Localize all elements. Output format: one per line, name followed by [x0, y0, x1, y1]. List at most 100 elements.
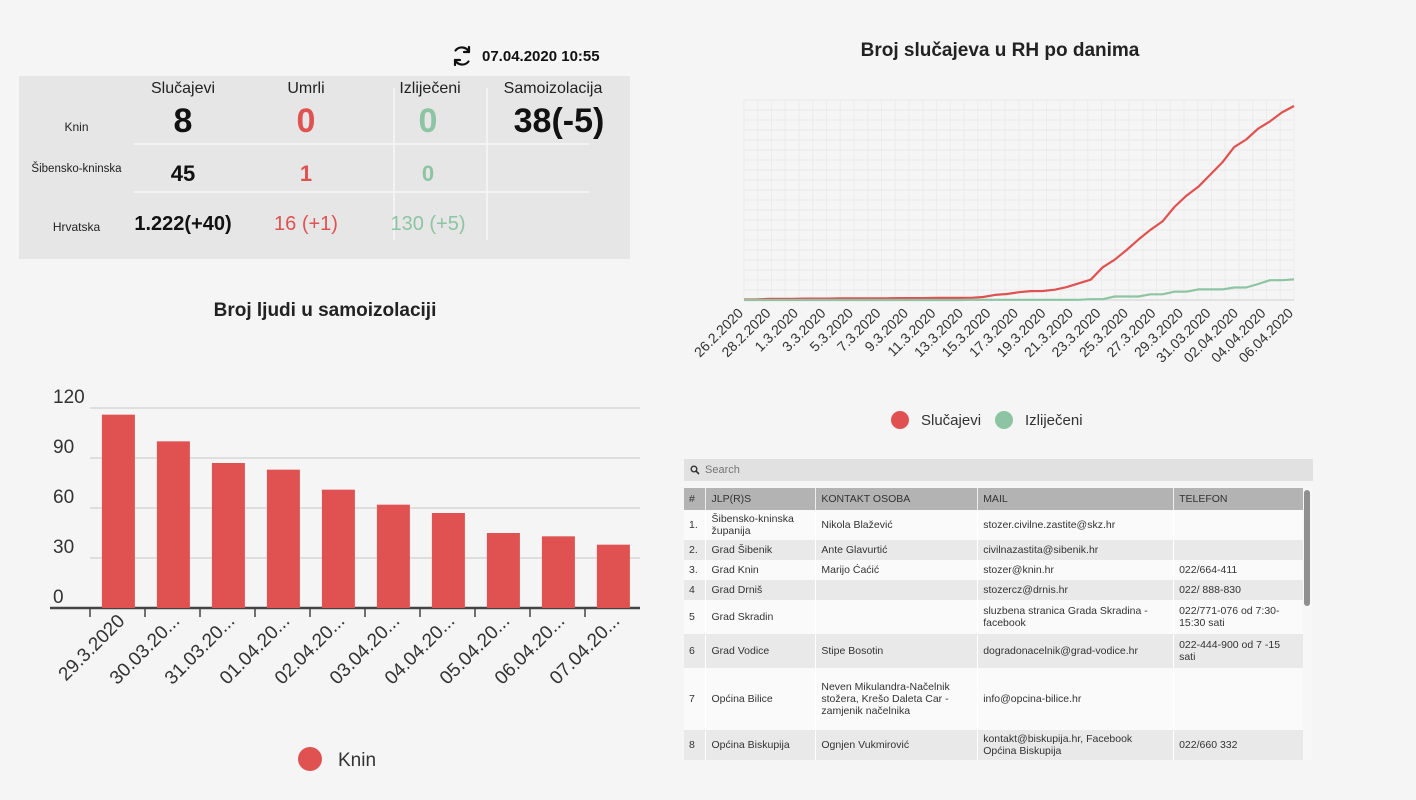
- y-tick-label: 0: [53, 587, 64, 608]
- unit-name: Grad Skradin: [705, 600, 817, 634]
- column-header-phone[interactable]: TELEFON: [1173, 488, 1304, 510]
- bar: [431, 513, 465, 608]
- column-header-mail[interactable]: MAIL: [977, 488, 1175, 510]
- legend-label-recovered: Izliječeni: [1025, 412, 1083, 429]
- bar-chart-title: Broj ljudi u samoizolaciji: [213, 300, 437, 321]
- mail: stozer@knin.hr: [977, 560, 1175, 580]
- scrollbar-thumb[interactable]: [1304, 490, 1310, 606]
- phone: 022/664-411: [1173, 560, 1304, 580]
- y-tick-label: 90: [53, 437, 74, 458]
- refresh-icon[interactable]: [450, 44, 474, 68]
- legend-label-knin: Knin: [338, 750, 376, 771]
- croatia-cases: 1.222(+40): [134, 213, 232, 235]
- knin-recovered: 0: [418, 102, 438, 140]
- croatia-recovered: 130 (+5): [390, 213, 466, 235]
- unit-name: Grad Šibenik: [705, 540, 817, 560]
- bar: [156, 441, 190, 608]
- row-number: 6: [684, 634, 707, 668]
- county-recovered: 0: [421, 161, 435, 186]
- header-cases: Slučajevi: [150, 80, 216, 97]
- bar: [266, 469, 300, 608]
- phone: [1173, 668, 1304, 730]
- series-line-recovered: [744, 278, 1295, 302]
- mail: sluzbena stranica Grada Skradina - faceb…: [977, 600, 1175, 634]
- legend-swatch-cases: [891, 411, 909, 429]
- unit-name: Šibensko-kninska županija: [705, 510, 817, 540]
- bar-chart: 030609012029.3.202030.03.20...31.03.20..…: [50, 387, 640, 771]
- mail: civilnazastita@sibenik.hr: [977, 540, 1175, 560]
- scrollbar-track[interactable]: [1303, 488, 1312, 760]
- table-row[interactable]: 6 Grad Vodice Stipe Bosotin dogradonacelnik…: [684, 634, 1304, 668]
- county-deaths: 1: [299, 161, 313, 186]
- row-label-knin: Knin: [64, 120, 89, 134]
- contact-person: Nikola Blažević: [815, 510, 979, 540]
- divider: [134, 143, 589, 145]
- mail: dogradonacelnik@grad-vodice.hr: [977, 634, 1175, 668]
- knin-deaths: 0: [296, 102, 316, 140]
- contacts-table: # JLP(R)S KONTAKT OSOBA MAIL TELEFON 1. Š…: [684, 488, 1304, 760]
- row-label-croatia: Hrvatska: [52, 220, 101, 234]
- divider: [486, 88, 488, 240]
- search-input[interactable]: [705, 464, 1265, 476]
- legend-label-cases: Slučajevi: [921, 412, 981, 429]
- phone: [1173, 540, 1304, 560]
- line-chart-title: Broj slučajeva u RH po danima: [860, 40, 1140, 61]
- legend-swatch-knin: [298, 747, 322, 771]
- bar: [211, 463, 245, 608]
- y-tick-label: 120: [53, 387, 85, 408]
- search-icon: [690, 465, 700, 475]
- knin-isolation: 38(-5): [513, 102, 605, 140]
- contacts-table-container: # JLP(R)S KONTAKT OSOBA MAIL TELEFON 1. Š…: [684, 488, 1313, 760]
- y-tick-label: 30: [53, 537, 74, 558]
- row-number: 7: [684, 668, 707, 730]
- column-header-contact[interactable]: KONTAKT OSOBA: [815, 488, 979, 510]
- bar: [321, 489, 355, 608]
- table-row[interactable]: 2. Grad Šibenik Ante Glavurtić civilnazasti…: [684, 540, 1304, 560]
- contact-person: Neven Mikulandra-Načelnik stožera, Krešo…: [815, 668, 979, 730]
- line-chart: 26.2.202028.2.20201.3.20203.3.20205.3.20…: [691, 99, 1296, 429]
- table-row[interactable]: 7 Općina Bilice Neven Mikulandra-Načelnik …: [684, 668, 1304, 730]
- row-label-county: Šibensko-kninska: [31, 163, 122, 175]
- phone: 022-444-900 od 7 -15 sati: [1173, 634, 1304, 668]
- column-header-number[interactable]: #: [684, 488, 707, 510]
- unit-name: Općina Bilice: [705, 668, 817, 730]
- bar: [541, 536, 575, 608]
- knin-cases: 8: [173, 102, 193, 140]
- mail: kontakt@biskupija.hr, Facebook Općina Bi…: [977, 730, 1175, 760]
- row-number: 3.: [684, 560, 707, 580]
- mail: info@opcina-bilice.hr: [977, 668, 1175, 730]
- bar: [596, 544, 630, 608]
- unit-name: Grad Vodice: [705, 634, 817, 668]
- phone: 022/ 888-830: [1173, 580, 1304, 600]
- mail: stozercz@drnis.hr: [977, 580, 1175, 600]
- bar: [376, 504, 410, 608]
- contact-person: [815, 580, 979, 600]
- unit-name: Općina Biskupija: [705, 730, 817, 760]
- legend-swatch-recovered: [995, 411, 1013, 429]
- table-search[interactable]: [684, 459, 1313, 481]
- phone: [1173, 510, 1304, 540]
- stats-panel: Slučajevi Umrli Izliječeni Samoizolacija…: [19, 76, 630, 259]
- mail: stozer.civilne.zastite@skz.hr: [977, 510, 1175, 540]
- unit-name: Grad Knin: [705, 560, 817, 580]
- county-cases: 45: [170, 161, 196, 186]
- contact-person: Stipe Bosotin: [815, 634, 979, 668]
- row-number: 4: [684, 580, 707, 600]
- refresh-bar: 07.04.2020 10:55: [450, 44, 600, 68]
- column-header-unit[interactable]: JLP(R)S: [705, 488, 817, 510]
- table-row[interactable]: 4 Grad Drniš stozercz@drnis.hr 022/ 888-830: [684, 580, 1304, 600]
- header-isolation: Samoizolacija: [503, 80, 603, 97]
- bar: [101, 414, 135, 608]
- row-number: 8: [684, 730, 707, 760]
- phone: 022/660 332: [1173, 730, 1304, 760]
- table-row[interactable]: 5 Grad Skradin sluzbena stranica Grada Skr…: [684, 600, 1304, 634]
- table-row[interactable]: 3. Grad Knin Marijo Ćaćić stozer@knin.hr 022…: [684, 560, 1304, 580]
- row-number: 5: [684, 600, 707, 634]
- table-row[interactable]: 8 Općina Biskupija Ognjen Vukmirović kontak…: [684, 730, 1304, 760]
- contact-person: Marijo Ćaćić: [815, 560, 979, 580]
- y-tick-label: 60: [53, 487, 74, 508]
- unit-name: Grad Drniš: [705, 580, 817, 600]
- phone: 022/771-076 od 7:30-15:30 sati: [1173, 600, 1304, 634]
- table-row[interactable]: 1. Šibensko-kninska županija Nikola Blažev…: [684, 510, 1304, 540]
